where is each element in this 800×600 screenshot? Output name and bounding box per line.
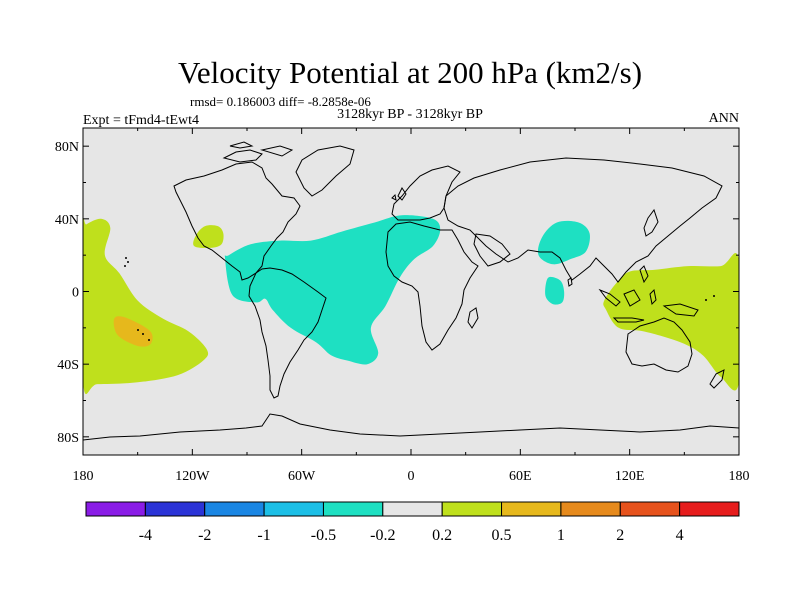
coastline-greenland — [295, 145, 355, 197]
colorbar-swatch — [441, 501, 503, 517]
colorbar-swatch — [322, 501, 384, 517]
colorbar-label: 2 — [616, 527, 624, 544]
y-tick-label: 80N — [55, 140, 79, 155]
x-tick-label: 0 — [408, 469, 415, 484]
chart-title: Velocity Potential at 200 hPa (km2/s) — [178, 55, 642, 90]
contour-region-positive-west-pacific — [603, 253, 739, 391]
colorbar-swatch — [85, 501, 146, 517]
island-dot — [125, 257, 127, 259]
coastline-south-america — [248, 267, 327, 399]
colorbar-swatch — [263, 501, 324, 517]
y-tick-label: 80S — [57, 431, 79, 446]
coastline-asia — [443, 157, 723, 283]
coastline-europe — [391, 165, 461, 221]
contour-region-positive-core — [113, 316, 153, 347]
island-dot — [148, 339, 150, 341]
colorbar-label: 0.2 — [432, 527, 452, 544]
coastline-australia — [625, 317, 693, 373]
coastline-sri-lanka — [567, 277, 573, 287]
y-tick-label: 0 — [72, 286, 79, 301]
chart-subtitle: 3128kyr BP - 3128kyr BP — [337, 107, 483, 122]
coastline-arabia — [473, 233, 511, 267]
coastline-indonesia — [598, 265, 699, 323]
island-dot — [124, 265, 126, 267]
contour-region-positive-pacific — [83, 218, 209, 395]
contour-region-negative-india — [537, 220, 590, 265]
season-label: ANN — [709, 111, 739, 126]
stats-label: rmsd= 0.186003 diff= -8.2858e-06 — [190, 94, 371, 109]
island-dot — [127, 261, 129, 263]
colorbar-label: -1 — [257, 527, 270, 544]
colorbar-label: 1 — [557, 527, 565, 544]
colorbar-swatch — [501, 501, 562, 517]
colorbar-label: 0.5 — [492, 527, 512, 544]
y-tick-label: 40S — [57, 358, 79, 373]
colorbar-swatch — [619, 501, 681, 517]
island-dot — [705, 299, 707, 301]
colorbar-swatch — [679, 501, 740, 517]
map-panel — [83, 128, 739, 455]
x-tick-label: 180 — [729, 469, 750, 484]
coastline-north-america — [173, 161, 301, 281]
contour-region-negative-indian-ocean — [545, 276, 565, 305]
coastline-antarctica — [83, 413, 739, 441]
colorbar-label: -4 — [139, 527, 152, 544]
y-tick-label: 40N — [55, 213, 79, 228]
x-tick-label: 180 — [73, 469, 94, 484]
colorbar-swatch — [144, 501, 206, 517]
coastline-arctic-islands — [222, 141, 294, 163]
colorbar-swatch — [204, 501, 265, 517]
colorbar: -4 -2 -1 -0.5 -0.2 0.2 0.5 1 2 4 — [85, 501, 740, 544]
colorbar-label: -0.5 — [311, 527, 336, 544]
island-dot — [713, 295, 715, 297]
coastlines — [83, 141, 739, 441]
x-tick-label: 120E — [615, 469, 645, 484]
colorbar-swatch — [382, 501, 443, 517]
colorbar-label: -2 — [198, 527, 211, 544]
coastline-africa — [385, 221, 479, 351]
coastline-new-zealand — [709, 369, 725, 389]
x-tick-label: 60W — [288, 469, 316, 484]
island-dot — [137, 329, 139, 331]
x-tick-label: 60E — [509, 469, 532, 484]
small-islands — [124, 257, 715, 341]
colorbar-swatch — [560, 501, 621, 517]
island-dot — [142, 333, 144, 335]
x-tick-label: 120W — [175, 469, 210, 484]
coastline-japan — [643, 208, 659, 237]
experiment-label: Expt = tFmd4-tEwt4 — [83, 113, 199, 128]
colorbar-label: -0.2 — [370, 527, 395, 544]
coastline-madagascar — [467, 307, 479, 329]
colorbar-label: 4 — [676, 527, 684, 544]
coastline-british-isles — [391, 187, 407, 201]
